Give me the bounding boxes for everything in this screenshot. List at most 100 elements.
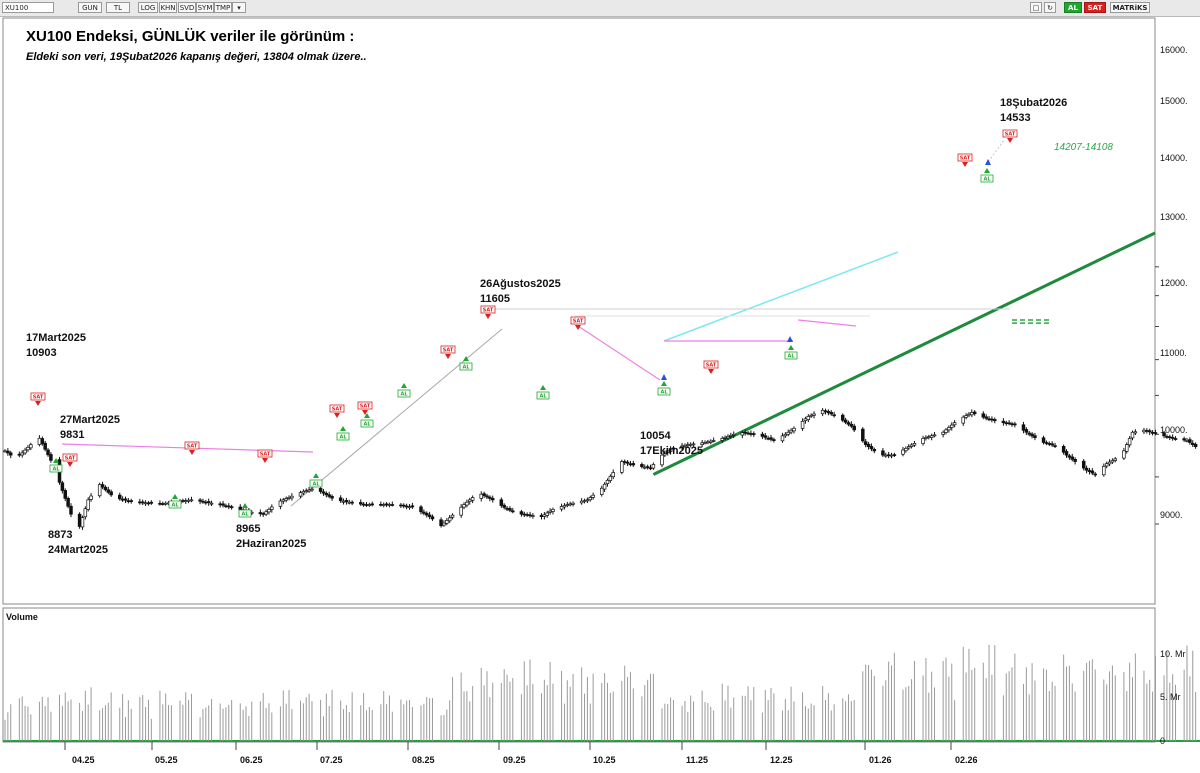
candle-body <box>611 472 615 478</box>
candle-body <box>63 490 67 499</box>
candle-body <box>341 500 346 503</box>
candle-body <box>760 433 765 437</box>
candle-body <box>1024 429 1029 433</box>
candle-body <box>551 508 555 512</box>
candle-body <box>823 410 828 413</box>
candle-body <box>571 502 575 505</box>
candle-body <box>1050 443 1054 446</box>
buy-signal-text: AL <box>787 354 795 360</box>
toolbar-button-tl[interactable]: TL <box>106 2 130 13</box>
candle-body <box>812 413 816 416</box>
chart-toolbar: XU100 GUN TL LOG KHN SVD SYM TMP ▾ □ ↻ A… <box>0 0 1200 17</box>
candle-body <box>668 448 673 453</box>
toolbar-button-sym[interactable]: SYM <box>196 2 214 13</box>
sell-button[interactable]: SAT <box>1084 2 1106 13</box>
candle-body <box>852 425 856 431</box>
x-tick-label: 10.25 <box>593 755 616 765</box>
candle-body <box>290 495 294 499</box>
candle-body <box>884 454 888 457</box>
candle-body <box>622 461 627 463</box>
candle-body <box>706 441 710 444</box>
candle-body <box>183 500 188 502</box>
candle-body <box>358 502 363 505</box>
candle-body <box>284 498 288 501</box>
candle-body <box>881 450 885 456</box>
candle-body <box>671 447 676 450</box>
candle-body <box>209 502 214 505</box>
candle-body <box>703 442 707 444</box>
candle-body <box>972 411 977 415</box>
chart-title: XU100 Endeksi, GÜNLÜK veriler ile görünü… <box>26 28 355 45</box>
candle-body <box>278 500 283 507</box>
candle-body <box>591 494 595 498</box>
candle-body <box>990 418 994 421</box>
candle-body <box>158 502 162 505</box>
candle-body <box>29 444 33 449</box>
candle-body <box>645 466 650 468</box>
candle-body <box>709 440 713 443</box>
candle-body <box>792 427 796 432</box>
chevron-down-icon[interactable]: ▾ <box>232 2 246 13</box>
buy-signal-marker <box>536 391 550 400</box>
candle-body <box>829 412 834 415</box>
annotation-line: 8965 <box>236 523 261 535</box>
annotation-18subat2026: 18Şubat2026 14533 <box>1000 96 1067 126</box>
candle-body <box>579 500 584 504</box>
candle-body <box>944 429 948 433</box>
chart-frame <box>2 17 1200 750</box>
candle-body <box>508 508 512 511</box>
toolbar-button-svd[interactable]: SVD <box>178 2 196 13</box>
volume-tick-label: 0 <box>1160 736 1166 746</box>
link-icon[interactable]: ↻ <box>1044 2 1056 13</box>
symbol-field[interactable]: XU100 <box>2 2 54 13</box>
sell-signal-text: SAT <box>65 456 76 462</box>
candle-body <box>60 482 65 491</box>
candle-body <box>783 433 788 437</box>
candle-body <box>987 418 991 421</box>
candle-body <box>892 454 897 456</box>
buy-signal-text: AL <box>539 394 547 400</box>
buy-signal-marker <box>309 479 323 488</box>
sell-signal-text: SAT <box>483 308 494 314</box>
candle-body <box>993 419 997 422</box>
sell-signal-marker <box>1002 129 1018 138</box>
candle-body <box>832 414 836 417</box>
candle-body <box>1073 458 1077 462</box>
toolbar-button-khn[interactable]: KHN <box>159 2 177 13</box>
candle-body <box>1007 422 1011 425</box>
candle-body <box>298 492 303 497</box>
candle-body <box>763 435 768 438</box>
toolbar-button-gun[interactable]: GUN <box>78 2 102 13</box>
candle-body <box>711 440 716 442</box>
sell-signal-marker <box>480 305 496 314</box>
candle-body <box>1053 445 1057 447</box>
candle-body <box>318 488 323 492</box>
annotation-2haziran2025: 8965 2Haziran2025 <box>236 522 306 552</box>
candle-body <box>103 486 108 491</box>
annotation-17ekim2025: 10054 17Ekim2025 <box>640 429 703 459</box>
volume-bars <box>4 644 1197 741</box>
buy-signal-marker <box>238 509 252 518</box>
candle-body <box>849 423 854 427</box>
window-icon[interactable]: □ <box>1030 2 1042 13</box>
candle-body <box>1084 467 1089 471</box>
annotation-26agustos2025: 26Ağustos2025 11605 <box>480 277 561 307</box>
toolbar-button-tmp[interactable]: TMP <box>214 2 232 13</box>
candle-body <box>424 512 429 516</box>
candle-body <box>582 500 587 502</box>
volume-tick-label: 5. Mr <box>1160 692 1181 702</box>
buy-signal-text: AL <box>462 365 470 371</box>
candle-body <box>224 505 228 508</box>
candle-body <box>1185 440 1189 442</box>
sell-signal-text: SAT <box>360 404 371 410</box>
buy-arrow-icon <box>463 356 469 361</box>
sell-signal-text: SAT <box>260 452 271 458</box>
toolbar-button-log[interactable]: LOG <box>138 2 158 13</box>
candle-body <box>820 410 825 415</box>
buy-button[interactable]: AL <box>1064 2 1082 13</box>
candle-body <box>846 422 851 425</box>
candle-body <box>772 439 776 441</box>
sell-signal-marker <box>62 453 78 462</box>
candle-body <box>863 441 868 445</box>
volume-panel <box>2 607 1156 743</box>
